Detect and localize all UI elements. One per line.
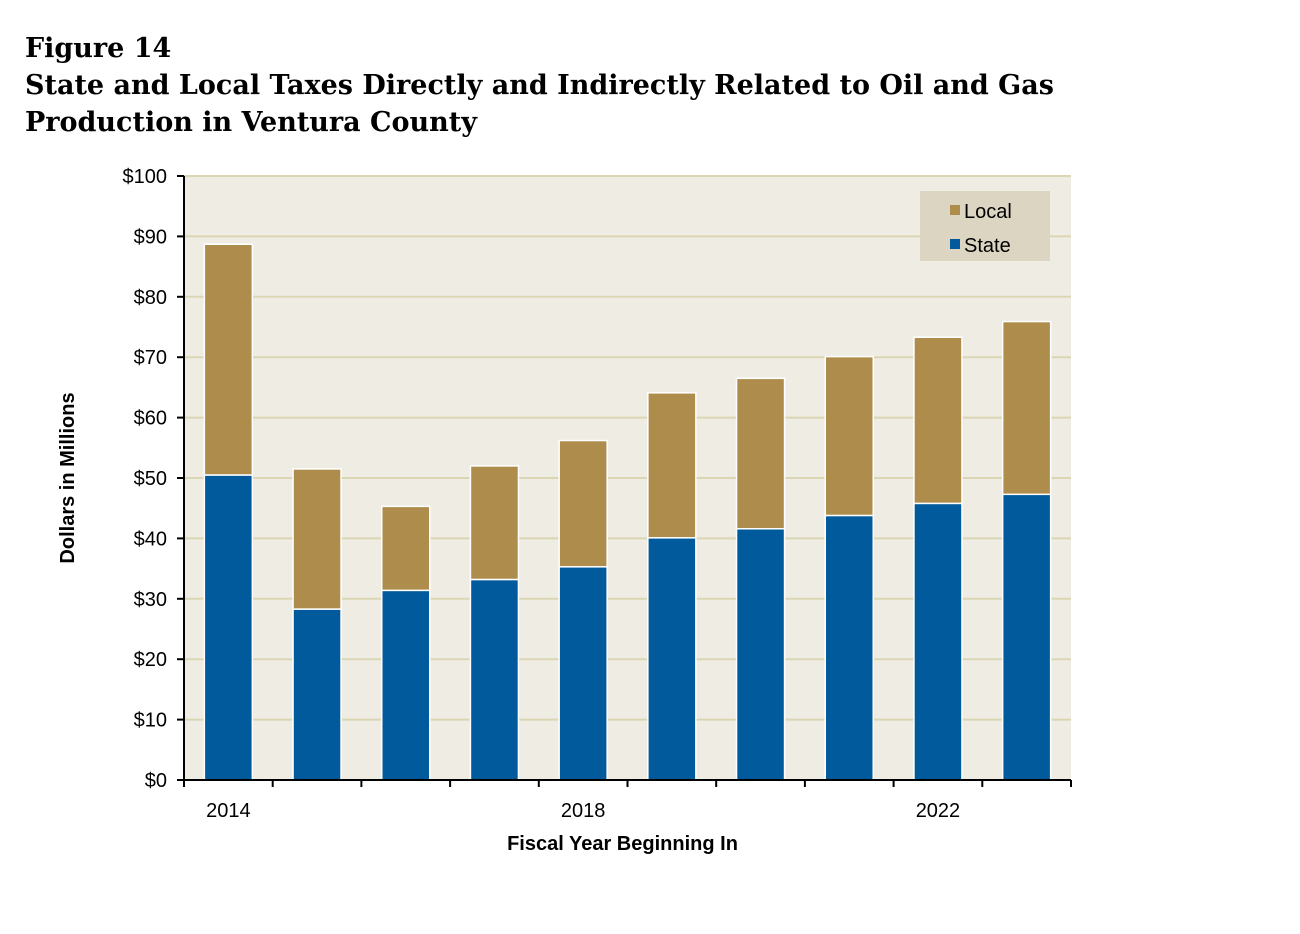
figure-title-line-1: State and Local Taxes Directly and Indir… (25, 70, 1054, 101)
x-axis-title: Fiscal Year Beginning In (507, 833, 738, 855)
figure-title-line-2: Production in Ventura County (25, 107, 477, 138)
y-tick-label: $70 (134, 347, 167, 369)
legend-swatch-local (950, 205, 960, 215)
bar-local-2017 (469, 465, 520, 581)
y-tick-label: $30 (134, 589, 167, 611)
bar-state-2016 (381, 589, 431, 781)
bars (203, 243, 1052, 781)
bar-local-2018 (558, 439, 608, 568)
bar-local-2016 (381, 505, 431, 592)
bar-local-2022 (913, 336, 963, 505)
figure-label: Figure 14 (25, 33, 172, 64)
x-tick-label-2018: 2018 (561, 800, 606, 822)
bar-state-2022 (913, 502, 963, 781)
bar-local-2014 (203, 243, 254, 476)
x-tick-label-2014: 2014 (206, 800, 251, 822)
bar-state-2015 (292, 608, 342, 781)
legend-label-local: Local (964, 201, 1012, 223)
bar-state-2018 (558, 566, 608, 781)
figure-header: Figure 14 State and Local Taxes Directly… (25, 30, 1265, 141)
bar-state-2019 (647, 537, 697, 781)
legend-label-state: State (964, 235, 1011, 257)
axes: $0 $10 $20 $30 $40 $50 $60 $70 $80 $90 $100 2014 201… (123, 166, 1072, 822)
bar-local-2021 (824, 355, 874, 517)
bar-state-2014 (203, 474, 254, 781)
bar-state-2021 (824, 514, 874, 781)
bar-state-2023 (1001, 493, 1052, 781)
y-axis-title: Dollars in Millions (57, 392, 79, 563)
y-tick-label: $90 (134, 226, 167, 248)
y-tick-label: $0 (145, 770, 167, 792)
bar-state-2020 (735, 527, 786, 781)
y-tick-label: $80 (134, 287, 167, 309)
x-tick-label-2022: 2022 (916, 800, 961, 822)
y-tick-label: $40 (134, 528, 167, 550)
y-tick-label: $50 (134, 468, 167, 490)
y-tick-label: $20 (134, 649, 167, 671)
bar-local-2019 (647, 392, 697, 539)
y-tick-label: $10 (134, 710, 167, 732)
legend-box (920, 191, 1050, 261)
bar-local-2023 (1001, 320, 1052, 496)
y-tick-label: $100 (123, 166, 168, 188)
y-tick-label: $60 (134, 408, 167, 430)
bar-local-2015 (292, 468, 342, 610)
legend-swatch-state (950, 239, 960, 249)
bar-state-2017 (469, 578, 520, 781)
bar-local-2020 (735, 377, 786, 530)
legend: Local State (920, 191, 1050, 261)
